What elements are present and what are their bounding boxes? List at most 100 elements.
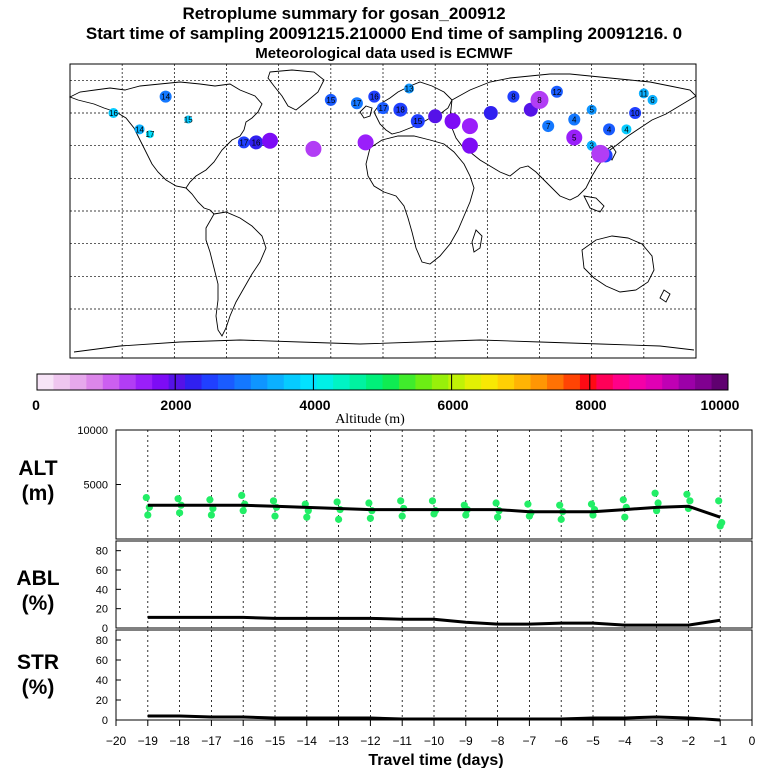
colorbar-segment [563, 374, 581, 390]
colorbar-segment [300, 374, 318, 390]
y-tick-label: 0 [102, 715, 108, 727]
alt-mean-line [147, 503, 721, 519]
plume-marker [108, 108, 119, 118]
alt-point [683, 490, 691, 498]
alt-point [335, 515, 343, 523]
alt-point [718, 519, 726, 527]
x-tick-label: −17 [201, 734, 222, 748]
plume-marker [461, 118, 478, 135]
colorbar-segment [678, 374, 696, 390]
alt-point [238, 491, 246, 499]
plume-marker [404, 83, 415, 94]
y-tick-label: 20 [96, 604, 108, 616]
plume-marker [638, 88, 649, 99]
alt-point [206, 496, 214, 504]
plume-marker [542, 120, 555, 133]
plume-marker [483, 106, 498, 120]
alt-point [686, 497, 694, 505]
sampling-time-subtitle: Start time of sampling 20091215.210000 E… [85, 24, 683, 43]
plume-marker-label: 3 [589, 142, 594, 151]
alt-point [621, 513, 629, 521]
str-line [147, 714, 721, 722]
colorbar-segment [250, 374, 268, 390]
alt-point [239, 507, 247, 515]
plume-marker-label: 4 [572, 116, 577, 125]
colorbar-segment [234, 374, 252, 390]
x-tick-label: −11 [392, 734, 412, 748]
plume-marker-label: 16 [252, 138, 261, 147]
x-tick-label: −15 [265, 734, 286, 748]
colorbar-segment [579, 374, 597, 390]
colorbar-tick-10000: 10000 [701, 397, 740, 413]
plume-marker-label: 7 [546, 122, 551, 131]
y-tick-label: 40 [96, 675, 108, 687]
chart-title: Retroplume summary for gosan_200912 [182, 4, 506, 23]
colorbar-tick-4000: 4000 [299, 397, 330, 413]
plume-marker [184, 115, 193, 124]
plume-marker [444, 113, 461, 130]
plume-marker [603, 123, 616, 136]
plume-marker [647, 94, 658, 105]
plume-marker-label: 16 [370, 93, 379, 102]
colorbar-tick-6000: 6000 [437, 397, 468, 413]
plume-marker [530, 90, 549, 109]
colorbar-segment [135, 374, 153, 390]
colorbar-segment [37, 374, 54, 390]
x-tick-label: −8 [491, 734, 505, 748]
y-tick-label: 40 [96, 584, 108, 596]
plume-marker-label: 13 [405, 85, 414, 94]
plume-marker-label: 10 [631, 109, 640, 118]
alt-point [176, 509, 184, 517]
plume-marker-label: 18 [396, 106, 405, 115]
plume-marker-label: 15 [326, 96, 335, 105]
x-tick-label: −20 [106, 734, 127, 748]
colorbar-segment [168, 374, 186, 390]
colorbar-segment [102, 374, 120, 390]
plume-marker [629, 107, 642, 119]
x-tick-label: −18 [169, 734, 190, 748]
colorbar-segment [333, 374, 351, 390]
panel-frame [115, 540, 753, 629]
y-tick-label: 80 [96, 635, 108, 647]
plume-marker-label: 5 [589, 106, 594, 115]
y-tick-label: 80 [96, 546, 108, 558]
x-tick-label: −19 [138, 734, 159, 748]
plume-marker-label: 5 [572, 134, 577, 143]
alt-point [715, 497, 723, 505]
plume-marker [357, 134, 374, 151]
alt-point [174, 495, 182, 503]
colorbar-segment [349, 374, 367, 390]
plume-marker-label: 6 [650, 96, 655, 105]
plume-marker [591, 144, 610, 163]
x-tick-label: −9 [459, 734, 473, 748]
colorbar-tick-8000: 8000 [575, 397, 606, 413]
alt-point [303, 513, 311, 521]
plume-marker [507, 90, 520, 103]
panel-str: 0 20 40 60 80 [96, 629, 753, 727]
x-tick-label: −13 [328, 734, 349, 748]
colorbar-segment [711, 374, 729, 390]
plume-marker-label: 4 [624, 125, 629, 134]
colorbar-segment [695, 374, 713, 390]
alt-point [207, 511, 215, 519]
colorbar-segment [267, 374, 285, 390]
colorbar-label: Altitude (m) [335, 412, 405, 427]
colorbar-tick-2000: 2000 [160, 397, 191, 413]
plume-marker [237, 136, 250, 149]
alt-point [492, 499, 500, 507]
colorbar-segment [481, 374, 499, 390]
y-tick-label: 60 [96, 565, 108, 577]
abl-panel-yunit: (%) [22, 592, 55, 615]
x-tick-label: −14 [297, 734, 318, 748]
y-tick-label: 60 [96, 655, 108, 667]
plume-marker [134, 124, 145, 135]
y-tick-label: 5000 [84, 480, 108, 492]
plume-marker-label: 4 [607, 125, 612, 134]
colorbar-tick-0: 0 [32, 397, 40, 413]
plume-marker [324, 93, 337, 106]
plume-marker-label: 11 [640, 89, 649, 98]
meteo-data-subtitle: Meteorological data used is ECMWF [255, 45, 513, 62]
plume-marker [145, 130, 154, 139]
x-tick-label: −6 [554, 734, 568, 748]
